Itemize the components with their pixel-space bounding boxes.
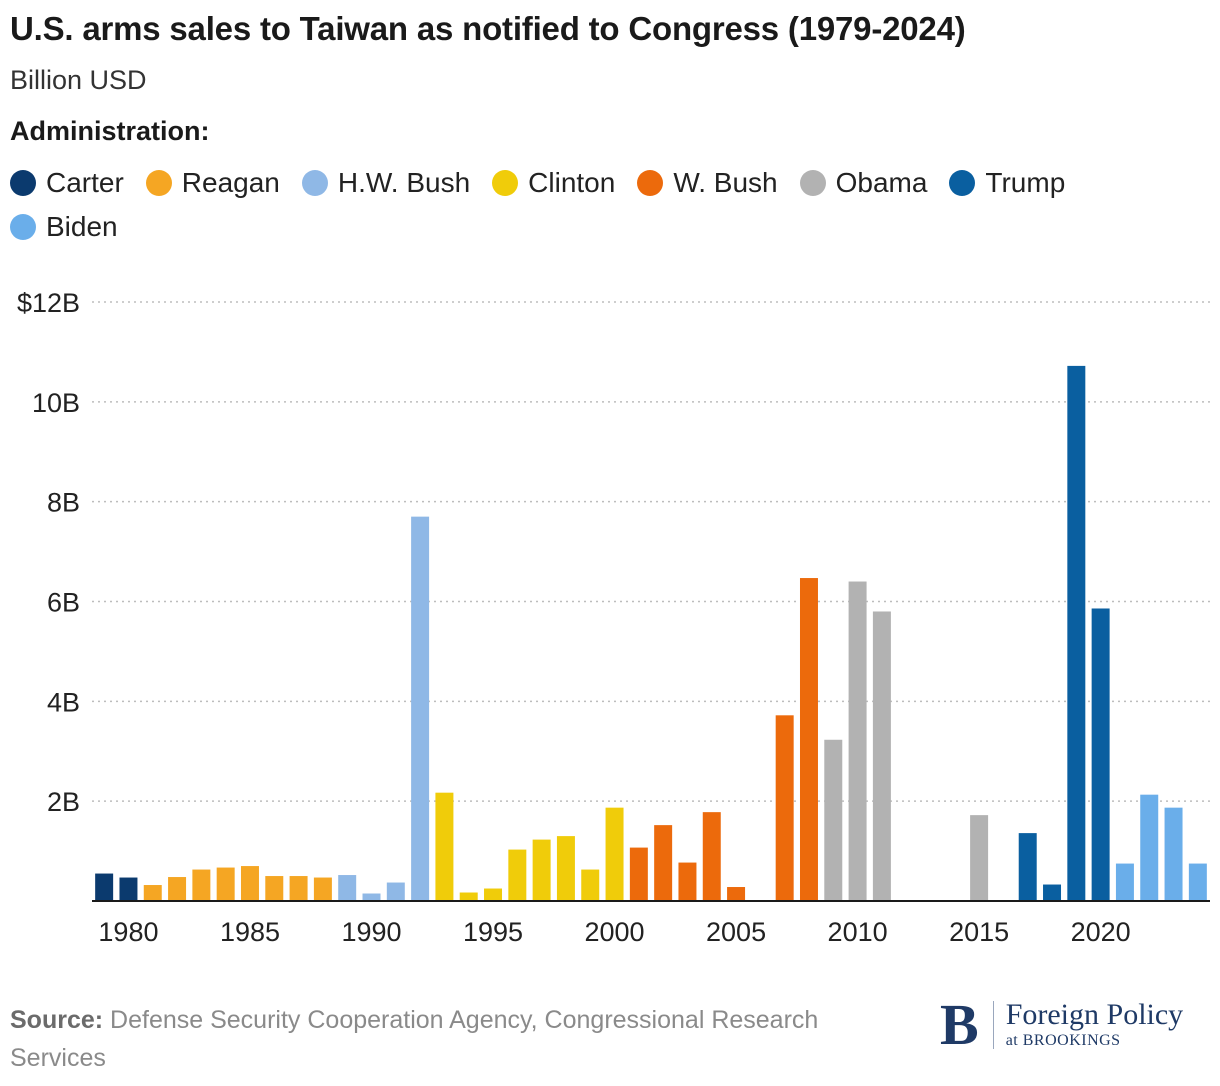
bar-1988 bbox=[313, 877, 332, 901]
legend-swatch bbox=[949, 170, 976, 196]
legend-item-carter: Carter bbox=[10, 164, 124, 202]
legend-label: Trump bbox=[985, 167, 1066, 198]
legend-swatch bbox=[301, 170, 328, 196]
x-tick-label: 2005 bbox=[706, 917, 766, 947]
bar-1982 bbox=[168, 877, 187, 901]
logo-wordmark: Foreign Policy at BROOKINGS bbox=[1006, 999, 1184, 1051]
legend-item-h-w-bush: H.W. Bush bbox=[301, 164, 471, 202]
legend-swatch bbox=[10, 170, 36, 196]
x-tick-label: 2020 bbox=[1071, 917, 1131, 947]
brookings-logo: B Foreign Policy at BROOKINGS bbox=[940, 996, 1183, 1054]
bar-2007 bbox=[775, 715, 794, 901]
legend-item-w-bush: W. Bush bbox=[637, 164, 778, 202]
bar-2022 bbox=[1140, 794, 1159, 901]
bar-1991 bbox=[386, 882, 405, 901]
bar-1996 bbox=[508, 849, 527, 901]
bar-1998 bbox=[556, 836, 575, 901]
bar-2005 bbox=[727, 887, 746, 901]
y-tick-label: $12B bbox=[17, 288, 80, 318]
legend-label: W. Bush bbox=[673, 167, 778, 198]
bar-2009 bbox=[824, 739, 843, 901]
legend-item-reagan: Reagan bbox=[145, 164, 280, 202]
x-tick-label: 1995 bbox=[463, 917, 523, 947]
bar-2015 bbox=[970, 815, 989, 901]
y-tick-label: 2B bbox=[47, 787, 80, 817]
legend-label: Clinton bbox=[528, 167, 616, 198]
bar-chart: 2B 4B 6B 8B 10B $12B 1980 1985 1990 1995 2000 2005 2… bbox=[17, 288, 1210, 947]
source-text: Defense Security Cooperation Agency, Con… bbox=[10, 1006, 819, 1072]
bar-1984 bbox=[216, 867, 235, 901]
y-tick-label: 10B bbox=[32, 388, 80, 418]
legend-swatch bbox=[10, 214, 36, 240]
bar-1983 bbox=[192, 869, 211, 901]
bar-1986 bbox=[265, 876, 284, 901]
legend-item-obama: Obama bbox=[799, 164, 928, 202]
legend-item-trump: Trump bbox=[949, 164, 1065, 202]
source-label: Source: bbox=[10, 1006, 104, 1034]
bar-2001 bbox=[629, 847, 648, 901]
legend-label: Biden bbox=[46, 211, 118, 242]
bar-1980 bbox=[119, 877, 138, 901]
legend-label: Obama bbox=[835, 167, 928, 198]
bar-2000 bbox=[605, 807, 624, 901]
y-tick-label: 4B bbox=[47, 687, 80, 717]
legend-title: Administration: bbox=[10, 116, 210, 146]
bar-2010 bbox=[848, 581, 867, 901]
x-tick-label: 2010 bbox=[828, 917, 888, 947]
bar-1999 bbox=[581, 869, 600, 901]
bar-1989 bbox=[338, 875, 357, 901]
bar-1995 bbox=[484, 888, 503, 901]
bar-2011 bbox=[872, 611, 891, 901]
logo-line-at-brookings: at BROOKINGS bbox=[1005, 1032, 1121, 1049]
legend-label: Reagan bbox=[181, 167, 280, 198]
bar-2002 bbox=[654, 825, 673, 901]
logo-divider bbox=[992, 1001, 994, 1049]
x-tick-label: 1990 bbox=[341, 917, 401, 947]
x-tick-label: 2015 bbox=[949, 917, 1009, 947]
bar-2024 bbox=[1188, 863, 1207, 901]
chart-title: U.S. arms sales to Taiwan as notified to… bbox=[10, 10, 966, 47]
bar-1981 bbox=[143, 885, 162, 901]
legend-swatch bbox=[799, 170, 826, 196]
legend-label: Carter bbox=[46, 167, 124, 198]
bar-2008 bbox=[799, 578, 818, 901]
bar-2021 bbox=[1115, 863, 1134, 901]
legend-label: H.W. Bush bbox=[337, 167, 471, 198]
x-tick-label: 2000 bbox=[585, 917, 645, 947]
bar-2020 bbox=[1091, 608, 1110, 901]
y-tick-label: 8B bbox=[47, 488, 80, 518]
bar-1992 bbox=[411, 516, 430, 901]
legend-item-biden: Biden bbox=[10, 208, 118, 246]
bar-2023 bbox=[1164, 807, 1183, 901]
x-tick-label: 1980 bbox=[98, 917, 158, 947]
bar-2003 bbox=[678, 862, 697, 901]
bar-1993 bbox=[435, 792, 454, 901]
bar-2004 bbox=[702, 812, 721, 901]
bar-1979 bbox=[95, 873, 114, 901]
y-tick-label: 6B bbox=[47, 588, 80, 618]
logo-line-foreign-policy: Foreign Policy bbox=[1005, 998, 1184, 1031]
bar-2019 bbox=[1067, 365, 1086, 902]
legend-swatch bbox=[145, 170, 172, 196]
brookings-b-mark: B bbox=[940, 992, 979, 1057]
legend: Carter Reagan H.W. Bush Clinton W. Bush Obama… bbox=[10, 164, 1190, 246]
legend-swatch bbox=[637, 170, 664, 196]
bar-1990 bbox=[362, 893, 381, 901]
chart-subtitle: Billion USD bbox=[10, 65, 147, 95]
bar-1994 bbox=[459, 892, 478, 901]
bar-1987 bbox=[289, 876, 308, 901]
bar-2017 bbox=[1018, 833, 1037, 901]
bar-1985 bbox=[240, 866, 259, 901]
legend-item-clinton: Clinton bbox=[492, 164, 615, 202]
source-note: Source: Defense Security Cooperation Age… bbox=[10, 1001, 830, 1077]
legend-swatch bbox=[492, 170, 519, 196]
bar-1997 bbox=[532, 839, 551, 901]
x-tick-label: 1985 bbox=[220, 917, 280, 947]
bar-2018 bbox=[1043, 884, 1062, 901]
